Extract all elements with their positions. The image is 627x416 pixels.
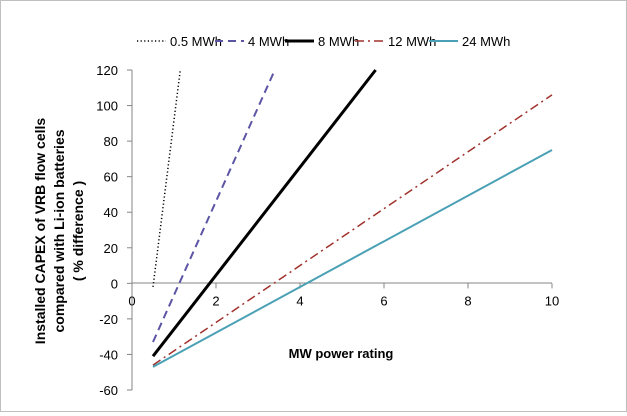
x-tick-label: 10 (545, 293, 559, 308)
y-tick-label: 80 (104, 134, 118, 149)
legend-label-3: 8 MWh (318, 34, 359, 49)
y-axis-label-line-1: Installed CAPEX of VRB flow cells (32, 118, 48, 345)
x-ticks: 0 2 4 6 8 10 (128, 283, 559, 308)
y-ticks: -60 -40 -20 0 20 40 60 80 100 120 (96, 63, 132, 398)
legend: 0.5 MWh 4 MWh 8 MWh 12 MWh 24 MWh (137, 34, 510, 49)
y-tick-label: 60 (104, 170, 118, 185)
series-line-1 (152, 69, 182, 287)
y-tick-label: 20 (104, 241, 118, 256)
y-tick-label: -40 (99, 347, 118, 362)
series-line-4 (152, 94, 553, 366)
y-tick-label: -60 (99, 383, 118, 398)
y-axis-label-line-3: ( % difference ) (70, 181, 86, 281)
series-line-2 (152, 69, 276, 343)
x-tick-label: 0 (128, 293, 135, 308)
series-lines (151, 69, 553, 368)
x-tick-label: 2 (212, 293, 219, 308)
legend-label-1: 0.5 MWh (170, 34, 222, 49)
legend-label-2: 4 MWh (248, 34, 289, 49)
y-axis-label-line-2: compared with Li-ion batteries (51, 129, 67, 332)
x-axis-label: MW power rating (289, 346, 394, 361)
y-tick-label: 40 (104, 205, 118, 220)
x-tick-label: 4 (296, 293, 303, 308)
y-axis-label: Installed CAPEX of VRB flow cells compar… (32, 118, 86, 345)
y-tick-label: 100 (96, 99, 118, 114)
x-tick-label: 8 (464, 293, 471, 308)
series-line-5 (152, 149, 553, 368)
axes (131, 70, 552, 390)
x-tick-label: 6 (380, 293, 387, 308)
legend-label-4: 12 MWh (388, 34, 436, 49)
series-line-3 (151, 69, 377, 358)
y-tick-label: 0 (111, 276, 118, 291)
legend-label-5: 24 MWh (462, 34, 510, 49)
y-tick-label: 120 (96, 63, 118, 78)
y-tick-label: -20 (99, 312, 118, 327)
